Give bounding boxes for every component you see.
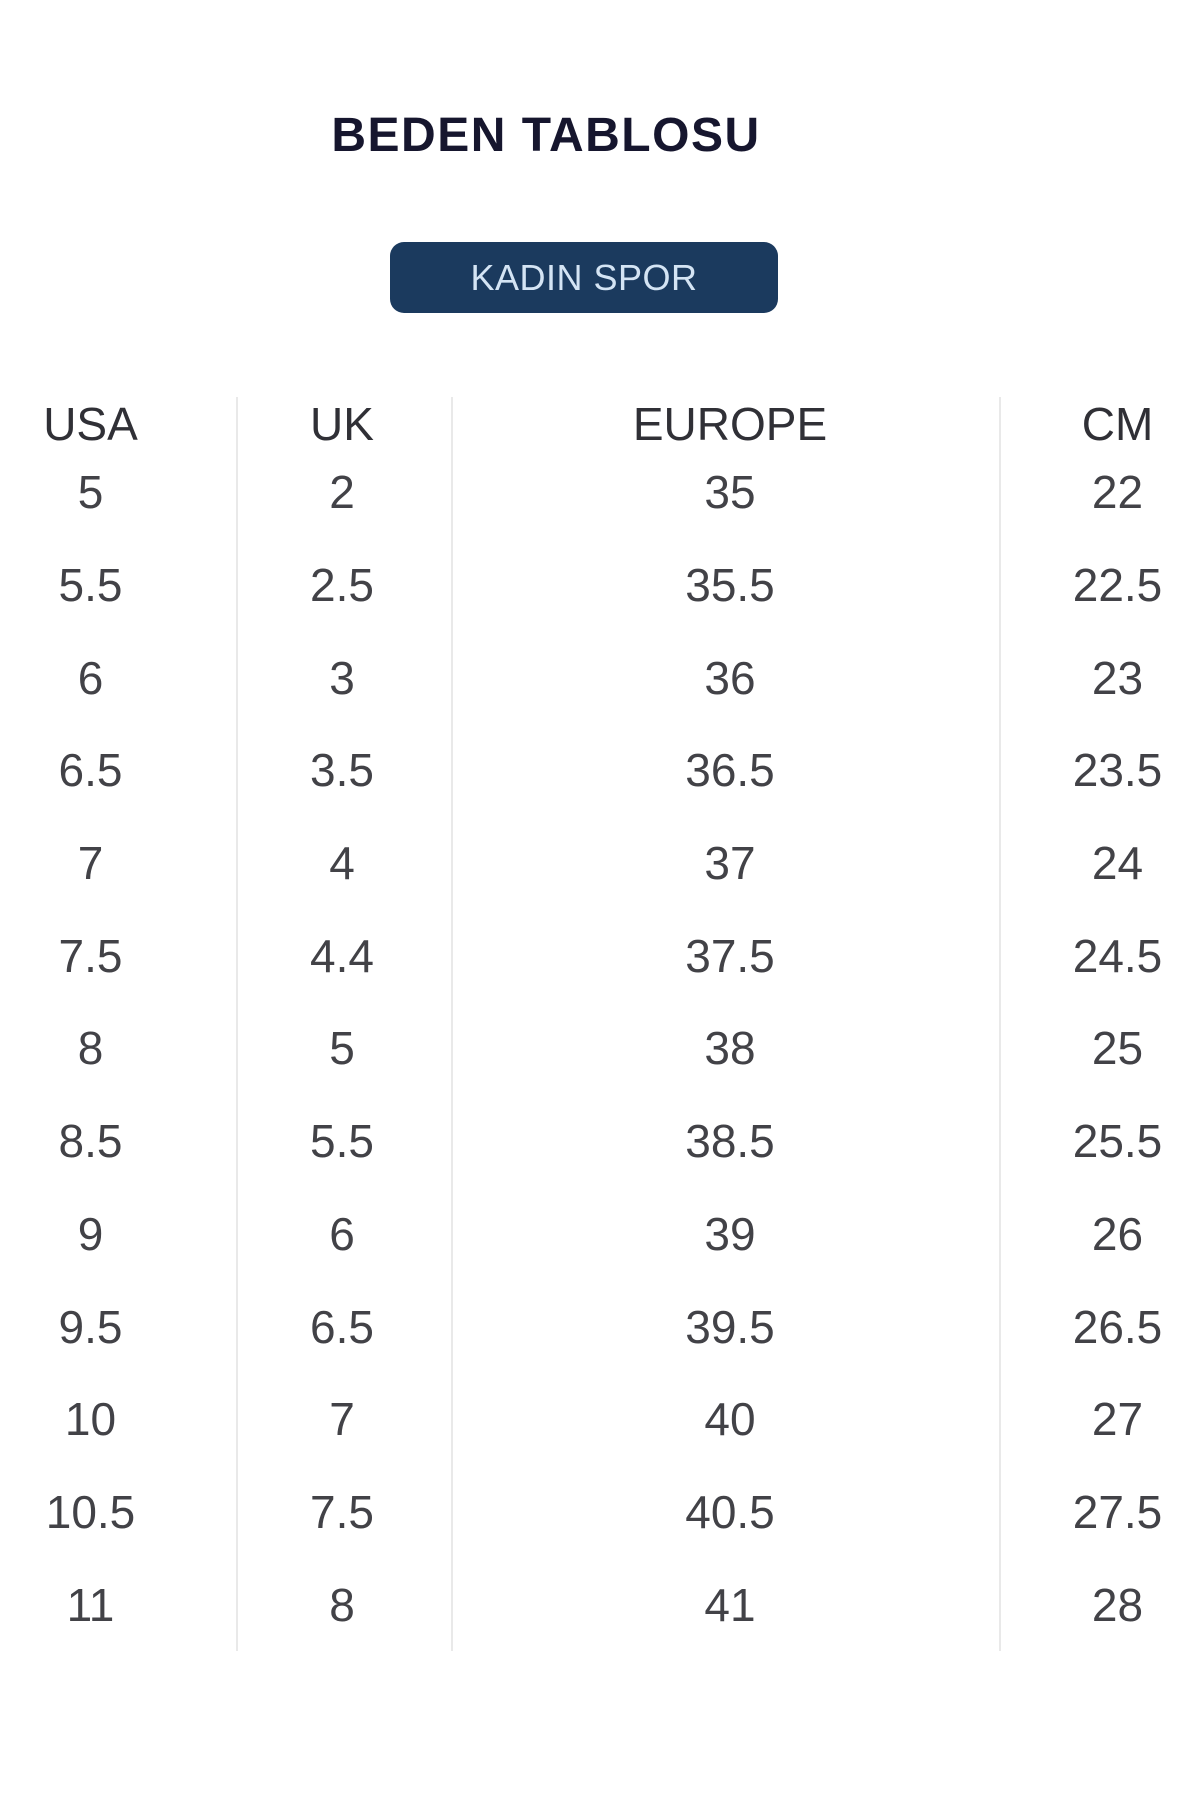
table-cell: 5 (329, 1022, 355, 1075)
table-cell: 6 (77, 651, 104, 704)
table-cell: 25.5 (1072, 1115, 1163, 1168)
table-cell: 39 (704, 1207, 756, 1260)
table-cell: 37 (704, 837, 756, 890)
table-cell: 27 (1091, 1393, 1144, 1446)
column-header-europe: EUROPE (632, 398, 828, 450)
table-cell: 39.5 (685, 1300, 775, 1353)
table-cell: 5 (77, 466, 104, 519)
table-cell: 40 (704, 1393, 756, 1446)
table-cell: 6.5 (58, 744, 123, 797)
table-cell: 5.5 (58, 559, 123, 612)
table-cell: 11 (66, 1578, 115, 1631)
table-row: 9.5 6.5 39.5 26.5 (0, 1280, 1200, 1373)
table-header-row: USA UK EUROPE CM (0, 397, 1200, 450)
table-row: 9 6 39 26 (0, 1188, 1200, 1281)
table-cell: 38.5 (685, 1115, 775, 1168)
table-cell: 2 (329, 466, 355, 519)
table-body: 5 2 35 22 5.5 2.5 35.5 22.5 6 3 36 23 6.5 3.5 36.5 23.5… (0, 446, 1200, 1651)
table-cell: 23.5 (1072, 744, 1163, 797)
table-cell: 6 (329, 1207, 355, 1260)
table-row: 8 5 38 25 (0, 1002, 1200, 1095)
table-cell: 27.5 (1072, 1485, 1163, 1538)
table-cell: 8 (329, 1578, 355, 1631)
table-cell: 10 (64, 1393, 117, 1446)
column-divider (236, 397, 238, 1651)
table-row: 5.5 2.5 35.5 22.5 (0, 539, 1200, 632)
table-cell: 3 (329, 651, 355, 704)
column-divider (999, 397, 1001, 1651)
table-cell: 6.5 (310, 1300, 374, 1353)
table-cell: 4.4 (310, 929, 374, 982)
table-row: 5 2 35 22 (0, 446, 1200, 539)
table-cell: 41 (704, 1578, 756, 1631)
table-cell: 24.5 (1072, 929, 1163, 982)
table-cell: 26.5 (1072, 1300, 1163, 1353)
column-header-usa: USA (43, 398, 138, 450)
table-row: 10.5 7.5 40.5 27.5 (0, 1466, 1200, 1559)
table-cell: 2.5 (310, 559, 374, 612)
table-cell: 37.5 (685, 929, 775, 982)
table-cell: 8 (77, 1022, 104, 1075)
table-row: 7 4 37 24 (0, 817, 1200, 910)
size-table: USA UK EUROPE CM 5 2 35 22 5.5 2.5 35.5 22.5 6 3 36 23… (0, 397, 1200, 1651)
table-cell: 28 (1091, 1578, 1144, 1631)
table-cell: 36 (704, 651, 756, 704)
table-cell: 25 (1091, 1022, 1144, 1075)
column-divider (451, 397, 453, 1651)
page-title: BEDEN TABLOSU (331, 109, 761, 162)
table-row: 8.5 5.5 38.5 25.5 (0, 1095, 1200, 1188)
table-cell: 9.5 (58, 1300, 123, 1353)
column-header-uk: UK (310, 398, 374, 450)
table-cell: 40.5 (685, 1485, 775, 1538)
table-cell: 7.5 (58, 929, 123, 982)
category-button-label: KADIN SPOR (470, 256, 698, 298)
table-row: 7.5 4.4 37.5 24.5 (0, 909, 1200, 1002)
table-cell: 23 (1091, 651, 1144, 704)
table-row: 10 7 40 27 (0, 1373, 1200, 1466)
table-cell: 7 (77, 837, 104, 890)
table-cell: 10.5 (45, 1485, 136, 1538)
table-cell: 36.5 (685, 744, 775, 797)
table-cell: 9 (77, 1207, 104, 1260)
table-cell: 38 (704, 1022, 756, 1075)
table-cell: 8.5 (58, 1115, 123, 1168)
table-cell: 3.5 (310, 744, 374, 797)
column-header-cm: CM (1081, 398, 1154, 450)
table-cell: 4 (329, 837, 355, 890)
table-cell: 7 (329, 1393, 355, 1446)
category-button-kadin-spor[interactable]: KADIN SPOR (390, 242, 778, 313)
table-cell: 22 (1091, 466, 1144, 519)
table-row: 6 3 36 23 (0, 631, 1200, 724)
table-cell: 35.5 (685, 559, 775, 612)
table-row: 6.5 3.5 36.5 23.5 (0, 724, 1200, 817)
table-cell: 5.5 (310, 1115, 374, 1168)
table-row: 11 8 41 28 (0, 1558, 1200, 1651)
table-cell: 24 (1091, 837, 1144, 890)
table-cell: 26 (1091, 1207, 1144, 1260)
table-cell: 7.5 (310, 1485, 374, 1538)
table-cell: 22.5 (1072, 559, 1163, 612)
table-cell: 35 (704, 466, 756, 519)
